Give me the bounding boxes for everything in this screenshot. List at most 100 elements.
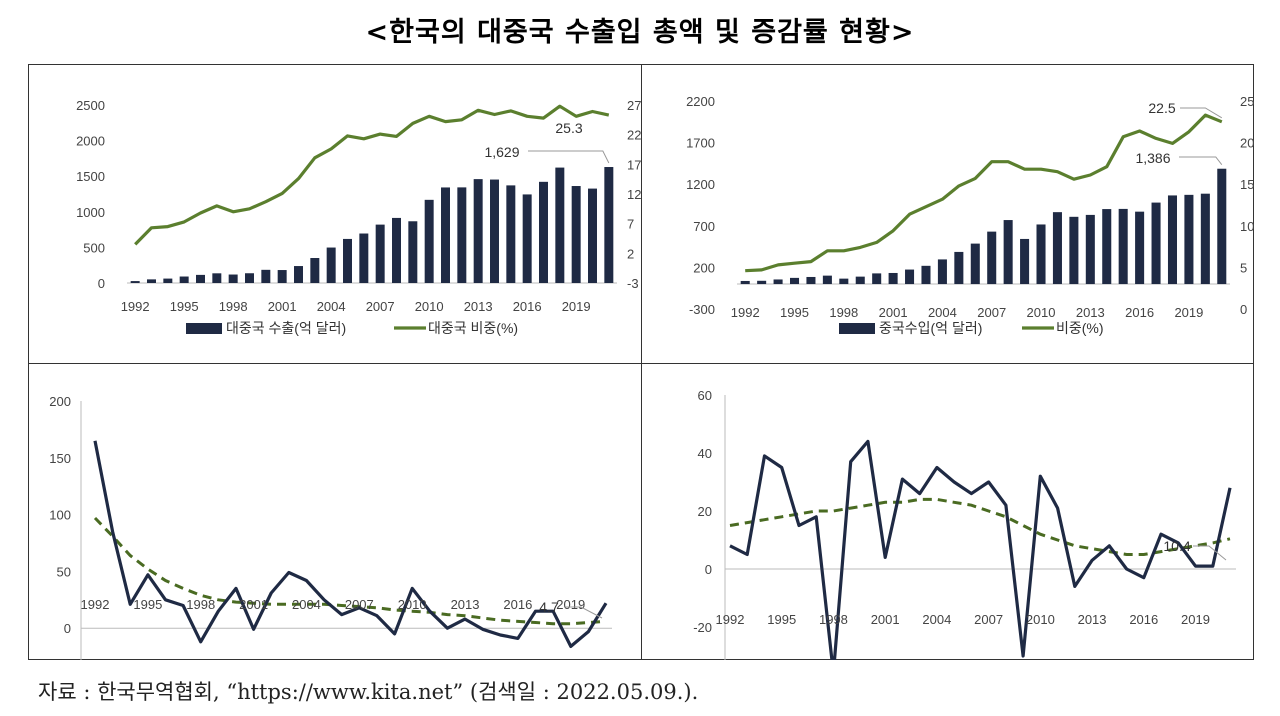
bar-2019 (571, 186, 581, 283)
bar-2017 (539, 181, 548, 283)
vertical-divider (641, 65, 642, 659)
right-axis-tick-label: 20 (1240, 136, 1254, 151)
bar-2002 (294, 266, 303, 283)
left-axis-tick-label: 200 (693, 260, 715, 275)
x-tick-label: 1992 (731, 305, 760, 320)
x-tick-label: 2007 (345, 597, 374, 612)
bar-2010 (424, 199, 434, 283)
trend-annotation-leader (1193, 545, 1227, 561)
bar-2003 (310, 258, 320, 283)
bar-1996 (196, 274, 205, 283)
trend-annotation-leader (565, 606, 603, 619)
bar-2001 (277, 270, 287, 283)
bar-2006 (970, 243, 980, 285)
bar-2010 (1036, 224, 1046, 285)
bar-2000 (872, 273, 882, 285)
right-axis-tick-label: 7 (627, 217, 634, 232)
bar-2019 (1184, 194, 1194, 285)
source-note: 자료 : 한국무역협회, “https://www.kita.net” (검색일… (38, 680, 699, 704)
bar-2008 (1003, 220, 1013, 285)
x-tick-label: 2007 (974, 612, 1003, 627)
bar-2015 (1118, 208, 1128, 285)
bar-1997 (212, 273, 222, 283)
trend-line (729, 497, 1231, 556)
left-axis-tick-label: 2200 (686, 94, 715, 109)
bar-annotation: 1,629 (484, 144, 519, 160)
share-annotation: 25.3 (555, 120, 582, 136)
legend-bar-swatch (839, 323, 875, 334)
x-tick-label: 1995 (767, 612, 796, 627)
x-tick-label: 2013 (1076, 305, 1105, 320)
left-axis-tick-label: 1200 (686, 177, 715, 192)
growth-line (729, 439, 1232, 660)
bar-1994 (773, 279, 783, 285)
bar-2016 (522, 194, 532, 283)
x-tick-label: 2004 (928, 305, 957, 320)
bar-1993 (147, 279, 156, 283)
legend-line-label: 비중(%) (1056, 320, 1104, 336)
bar-2014 (1102, 209, 1112, 285)
bar-2018 (1167, 195, 1178, 285)
legend-bar-swatch (186, 323, 222, 334)
bar-1994 (163, 278, 173, 283)
y-axis-tick-label: 200 (49, 394, 71, 409)
bar-2004 (326, 247, 336, 283)
x-tick-label: 2010 (1026, 612, 1055, 627)
x-tick-label: 2004 (292, 597, 321, 612)
x-tick-label: 2001 (239, 597, 268, 612)
bar-2002 (905, 269, 915, 285)
bar-1992 (740, 280, 750, 285)
right-axis-tick-label: 25 (1240, 94, 1254, 109)
x-tick-label: 1995 (170, 299, 199, 314)
x-tick-label: 2004 (317, 299, 346, 314)
chart-grid-frame: 2500 2000 1500 1000 500 0 27 22 17 12 7 2 -3 1992 1995… (28, 64, 1254, 660)
x-tick-label: 1995 (780, 305, 809, 320)
x-tick-label: 2010 (398, 597, 427, 612)
x-tick-label: 2010 (415, 299, 444, 314)
import-combo-chart: 2200 1700 1200 700 200 -300 25 20 15 10 5 0 1992 1995… (686, 94, 1254, 336)
x-tick-label: 2016 (503, 597, 532, 612)
bar-annotation-leader (528, 150, 610, 164)
x-tick-label: 2007 (977, 305, 1006, 320)
x-tick-label: 1998 (819, 612, 848, 627)
right-axis-tick-label: -3 (627, 276, 639, 291)
bar-2004 (937, 259, 947, 285)
bar-1992 (130, 281, 140, 283)
y-axis-tick-label: 0 (64, 621, 71, 636)
left-axis-tick-label: 700 (693, 219, 715, 234)
left-axis-tick-label: 2000 (76, 134, 105, 149)
x-tick-label: 2019 (1174, 305, 1203, 320)
bar-2007 (375, 224, 385, 283)
import-growth-line-chart: 6040200-20-40199219951998200120042007201… (693, 388, 1236, 660)
import-growth-chart-panel: 6040200-20-40199219951998200120042007201… (642, 364, 1254, 662)
page-title: <한국의 대중국 수출입 총액 및 증감률 현황> (365, 17, 915, 48)
x-tick-label: 2001 (871, 612, 900, 627)
left-axis-tick-label: -300 (689, 302, 715, 317)
bar-2020 (588, 188, 597, 283)
share-line (134, 104, 610, 246)
right-axis-tick-label: 12 (627, 187, 641, 202)
bar-1995 (789, 277, 800, 285)
right-axis-tick-label: 15 (1240, 177, 1254, 192)
trend-annotation: 10.4 (1163, 538, 1190, 554)
left-axis-tick-label: 0 (98, 276, 105, 291)
x-tick-label: 2013 (1078, 612, 1107, 627)
export-growth-chart-panel: 200150100500-501992199519982001200420072… (29, 364, 641, 662)
bar-1999 (245, 273, 254, 283)
x-tick-label: 2001 (268, 299, 297, 314)
growth-line (93, 440, 608, 648)
bar-2013 (1085, 214, 1095, 285)
bar-1999 (855, 276, 865, 285)
y-axis-tick-label: 20 (698, 504, 712, 519)
bar-2008 (392, 217, 401, 283)
legend-line-label: 대중국 비중(%) (428, 320, 518, 336)
x-tick-label: 1998 (219, 299, 248, 314)
bar-1998 (228, 274, 238, 283)
bar-2014 (490, 179, 499, 283)
left-axis-tick-label: 2500 (76, 98, 105, 113)
x-tick-label: 2007 (366, 299, 395, 314)
bar-1997 (822, 275, 832, 285)
bar-2021 (604, 167, 614, 283)
right-axis-tick-label: 17 (627, 157, 641, 172)
x-tick-label: 2016 (513, 299, 542, 314)
